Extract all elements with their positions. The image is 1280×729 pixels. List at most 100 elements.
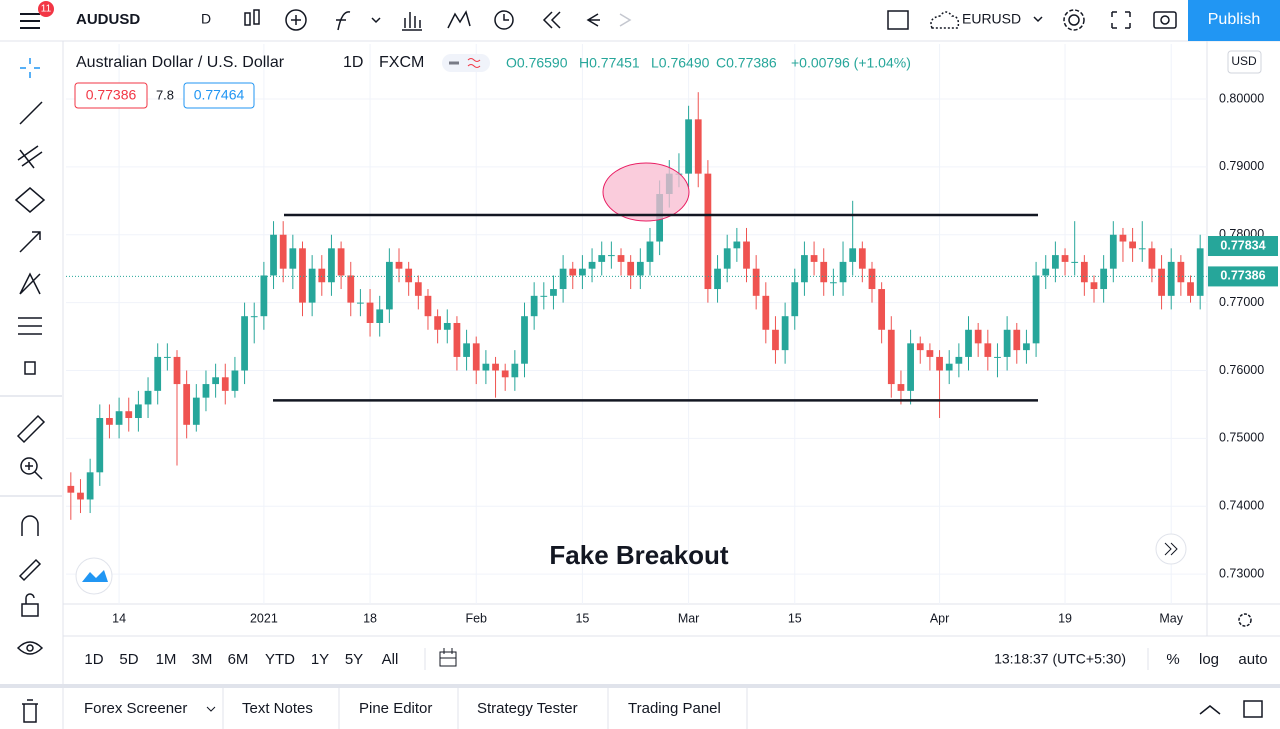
candle-body: [714, 268, 721, 290]
toolbar-icons[interactable]: [244, 9, 1177, 31]
publish-label[interactable]: Publish: [1208, 11, 1260, 28]
range-button[interactable]: 1D: [84, 651, 103, 668]
scale-option[interactable]: log: [1199, 651, 1219, 668]
status-icon: [467, 58, 481, 68]
candle-body: [617, 255, 625, 262]
candle-body: [820, 261, 828, 283]
highlight-ellipse: [602, 162, 690, 222]
ask-price[interactable]: 0.77464: [194, 87, 245, 103]
buy-box[interactable]: [183, 82, 255, 109]
x-tick-label: 15: [788, 611, 802, 625]
interval[interactable]: D: [201, 11, 211, 27]
price-label-box: [1208, 236, 1278, 257]
clock: 13:18:37 (UTC+5:30): [994, 651, 1126, 667]
logo: [82, 570, 108, 582]
range-button[interactable]: All: [382, 651, 399, 668]
maximize-icon[interactable]: [1243, 700, 1263, 718]
range-button[interactable]: 1M: [156, 651, 177, 668]
candle-body: [1196, 248, 1204, 296]
candle-body: [366, 302, 374, 323]
candle-body: [530, 295, 538, 317]
candle-body: [1090, 282, 1098, 290]
candle-body: [270, 234, 277, 276]
collapse-icon[interactable]: [1199, 705, 1221, 715]
currency[interactable]: USD: [1231, 54, 1257, 68]
candle-body: [77, 492, 84, 500]
candle-body: [173, 356, 181, 385]
spread: 7.8: [156, 87, 174, 102]
candle-body: [772, 329, 779, 351]
candle-body: [434, 316, 442, 330]
sell-box[interactable]: [74, 82, 148, 109]
legend-source: FXCM: [379, 54, 424, 71]
x-tick-label: May: [1159, 611, 1183, 625]
candle-body: [801, 255, 808, 283]
candle-body: [221, 377, 229, 391]
candle-body: [1167, 261, 1175, 296]
candle-body: [279, 234, 287, 269]
menu-icon[interactable]: [20, 13, 40, 29]
candle-body: [135, 404, 142, 419]
publish-button[interactable]: [1188, 0, 1280, 41]
range-button[interactable]: 5D: [119, 651, 138, 668]
x-tick-label: 14: [112, 611, 126, 625]
tab[interactable]: Trading Panel: [628, 700, 721, 717]
y-tick-label: 0.75000: [1219, 431, 1264, 445]
date-range-icon[interactable]: [439, 648, 457, 667]
x-tick-label: 19: [1058, 611, 1072, 625]
candle-body: [1100, 268, 1108, 290]
candle-body: [1071, 261, 1079, 263]
candle-body: [781, 316, 789, 351]
annotation: Fake Breakout: [549, 540, 729, 570]
candle-body: [453, 322, 461, 357]
scale-option[interactable]: %: [1166, 651, 1179, 668]
scale-option[interactable]: auto: [1238, 651, 1267, 668]
currency-box[interactable]: [1227, 50, 1262, 74]
candle-body: [965, 329, 972, 357]
candle-body: [984, 343, 992, 357]
y-tick-label: 0.76000: [1219, 363, 1264, 377]
ohlc-change: +0.00796 (+1.04%): [791, 55, 911, 71]
tab[interactable]: Forex Screener: [84, 700, 187, 717]
candle-body: [154, 356, 162, 391]
candle-body: [1119, 234, 1127, 242]
tab[interactable]: Pine Editor: [359, 700, 432, 717]
compare-symbol[interactable]: EURUSD: [962, 11, 1021, 27]
range-button[interactable]: YTD: [265, 651, 295, 668]
badge-count: 11: [41, 4, 52, 15]
candle-body: [337, 248, 345, 276]
tab[interactable]: Strategy Tester: [477, 700, 578, 717]
drawing-tools[interactable]: [0, 58, 62, 723]
range-button[interactable]: 5Y: [345, 651, 363, 668]
candle-body: [733, 241, 741, 249]
range-button[interactable]: 1Y: [311, 651, 329, 668]
y-tick-label: 0.80000: [1219, 91, 1264, 105]
candle-body: [704, 173, 712, 290]
range-button[interactable]: 3M: [192, 651, 213, 668]
candle-body: [521, 316, 528, 364]
range-button[interactable]: 6M: [228, 651, 249, 668]
bid-price[interactable]: 0.77386: [86, 87, 137, 103]
legend-interval: 1D: [343, 54, 363, 71]
candle-body: [1158, 268, 1165, 296]
y-tick-label: 0.77000: [1219, 295, 1264, 309]
candle-body: [443, 322, 451, 330]
x-tick-label: 15: [575, 611, 589, 625]
candle-body: [231, 370, 239, 391]
candle-body: [1032, 275, 1040, 344]
dropdown-icon[interactable]: [206, 706, 216, 712]
candle-body: [1023, 343, 1030, 351]
symbol[interactable]: AUDUSD: [76, 11, 140, 28]
candle-body: [598, 255, 606, 262]
tab[interactable]: Text Notes: [242, 700, 313, 717]
candle-body: [299, 248, 306, 303]
settings-icon[interactable]: [1238, 613, 1252, 627]
candle-body: [916, 343, 924, 351]
candle-body: [762, 295, 770, 330]
candle-body: [308, 268, 316, 303]
candle-body: [511, 363, 519, 378]
candle-body: [878, 289, 886, 330]
candle-body: [212, 377, 219, 385]
candle-body: [839, 261, 847, 283]
